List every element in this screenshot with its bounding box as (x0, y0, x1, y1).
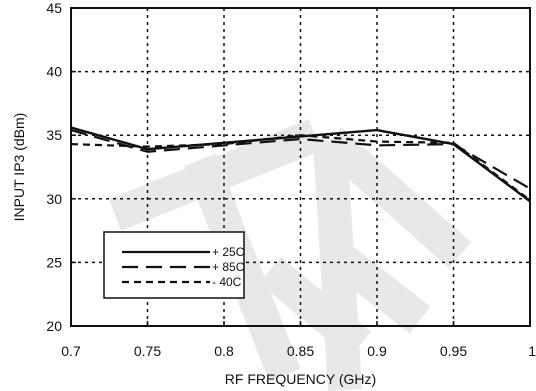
watermark-stroke (318, 127, 472, 268)
legend: + 25C+ 85C- 40C (103, 231, 245, 299)
legend-label-1: + 25C (212, 245, 245, 259)
x-tick-label: 0.7 (61, 343, 81, 359)
y-axis-label: INPUT IP3 (dBm) (11, 113, 27, 222)
legend-label-3: - 40C (212, 275, 242, 289)
y-tick-label: 25 (46, 254, 62, 270)
x-tick-label: 0.9 (367, 343, 387, 359)
series-layer (70, 126, 531, 203)
x-tick-label: 1 (528, 343, 536, 359)
x-tick-label: 0.85 (287, 343, 314, 359)
watermark-stroke (259, 256, 371, 359)
x-axis: 0.7 0.75 0.8 0.85 0.9 0.95 1 (61, 321, 536, 359)
y-axis: 20 25 30 35 40 45 (46, 0, 76, 334)
x-tick-label: 0.95 (440, 343, 467, 359)
legend-box (103, 231, 245, 299)
x-axis-label: RF FREQUENCY (GHz) (225, 371, 376, 387)
legend-label-2: + 85C (212, 260, 245, 274)
y-tick-label: 35 (46, 127, 62, 143)
x-tick-label: 0.75 (134, 343, 161, 359)
series-line-3 (70, 134, 531, 201)
y-tick-label: 40 (46, 64, 62, 80)
y-tick-label: 45 (46, 0, 62, 16)
x-tick-label: 0.8 (214, 343, 234, 359)
y-tick-label: 30 (46, 191, 62, 207)
y-tick-label: 20 (46, 318, 62, 334)
